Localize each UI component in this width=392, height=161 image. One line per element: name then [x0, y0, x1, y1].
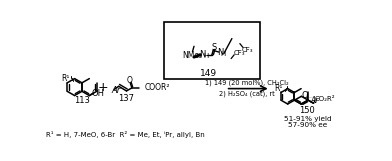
Text: Ar: Ar: [111, 86, 120, 95]
Text: 1) 149 (20 mol%), CH₂Cl₂: 1) 149 (20 mol%), CH₂Cl₂: [205, 80, 289, 86]
Text: +: +: [97, 80, 108, 94]
Text: ···: ···: [309, 95, 314, 100]
Text: NMe₂: NMe₂: [182, 51, 203, 60]
Bar: [164, 22, 260, 79]
Text: 149: 149: [200, 69, 217, 78]
Text: H: H: [221, 51, 226, 57]
Text: S: S: [212, 43, 217, 52]
Text: 137: 137: [118, 94, 134, 103]
Text: 51-91% yield: 51-91% yield: [283, 116, 331, 122]
Text: N: N: [200, 50, 206, 59]
Text: H: H: [203, 53, 208, 59]
Text: R¹ = H, 7-MeO, 6-Br  R² = Me, Et, ⁱPr, allyl, Bn: R¹ = H, 7-MeO, 6-Br R² = Me, Et, ⁱPr, al…: [45, 131, 204, 138]
Text: 113: 113: [74, 96, 90, 105]
Text: Ar: Ar: [311, 96, 319, 105]
Text: CF₃: CF₃: [233, 50, 245, 56]
Text: N: N: [217, 48, 223, 57]
Text: R¹: R¹: [62, 74, 70, 83]
Text: R¹: R¹: [275, 84, 283, 93]
Text: O: O: [301, 91, 308, 100]
Text: O: O: [127, 76, 132, 85]
Text: 150: 150: [299, 106, 315, 115]
Text: CO₂R²: CO₂R²: [315, 96, 336, 102]
Text: 57-90% ee: 57-90% ee: [288, 122, 327, 128]
Text: COOR²: COOR²: [145, 83, 171, 92]
Text: OH: OH: [91, 89, 104, 98]
Text: 2) H₂SO₄ (cat), rt: 2) H₂SO₄ (cat), rt: [219, 91, 274, 97]
Text: CF₃: CF₃: [242, 47, 253, 53]
